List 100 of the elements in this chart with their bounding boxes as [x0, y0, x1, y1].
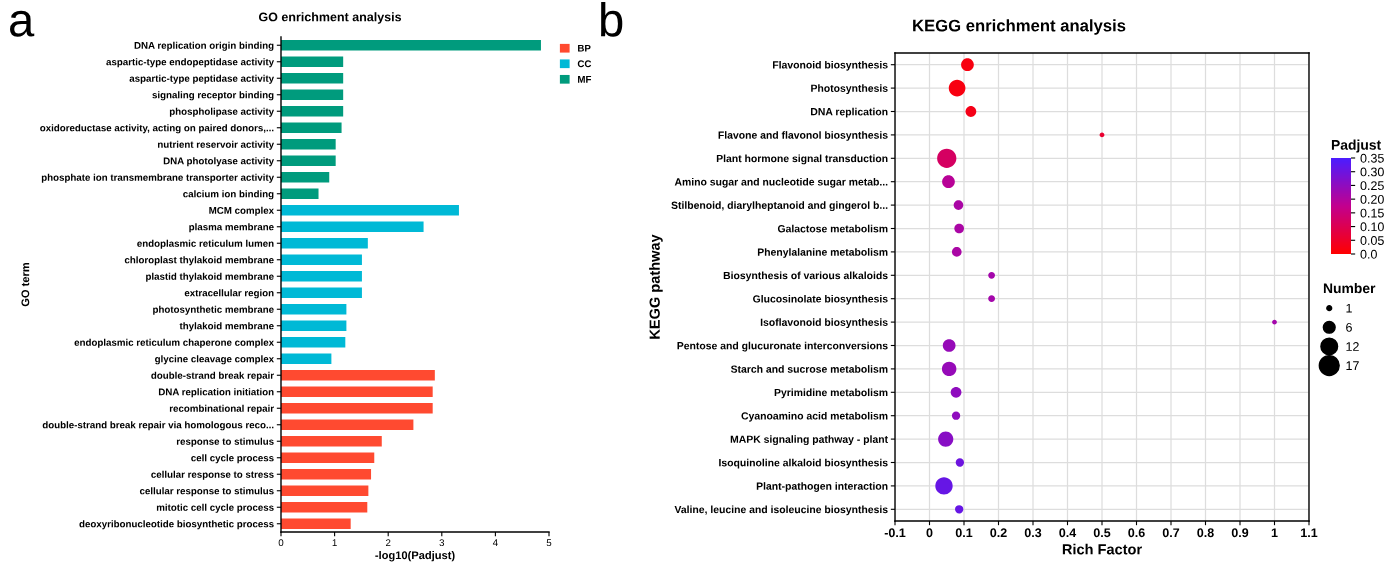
- x-tick-label: 4: [492, 539, 498, 546]
- bar: [281, 188, 319, 200]
- y-tick-label: glycine cleavage complex: [155, 355, 274, 365]
- color-bar-label: 0.20: [1360, 194, 1384, 204]
- y-tick-label: chloroplast thylakoid membrane: [124, 256, 274, 266]
- y-tick-label: plastid thylakoid membrane: [146, 272, 274, 282]
- bar: [281, 369, 435, 381]
- color-bar-label: 0.0: [1360, 249, 1377, 259]
- bar: [281, 353, 332, 365]
- bar: [281, 138, 336, 150]
- chart-title: KEGG enrichment analysis: [913, 19, 1126, 35]
- y-tick-label: DNA replication origin binding: [134, 41, 274, 51]
- y-tick-label: endoplasmic reticulum chaperone complex: [74, 338, 274, 348]
- x-tick-label: 0.7: [1162, 528, 1180, 538]
- color-bar-label: 0.10: [1360, 222, 1384, 232]
- y-tick-label: oxidoreductase activity, acting on paired donors,...: [40, 124, 274, 134]
- x-tick-label: 1: [332, 539, 337, 546]
- bar: [281, 501, 368, 513]
- bar: [281, 287, 362, 299]
- y-tick-label: DNA replication initiation: [158, 388, 274, 398]
- x-tick-label: 5: [546, 539, 552, 547]
- y-tick-label: deoxyribonucleotide biosynthetic process: [79, 520, 274, 530]
- color-bar-label: 0.25: [1360, 181, 1384, 191]
- y-tick-label: photosynthetic membrane: [153, 305, 274, 315]
- y-tick-label: calcium ion binding: [183, 190, 274, 200]
- x-tick-label: 1: [1271, 528, 1278, 537]
- bar: [281, 435, 382, 447]
- y-tick-label: mitotic cell cycle process: [156, 503, 274, 513]
- bar: [281, 204, 459, 216]
- legend-label: 12: [1346, 342, 1359, 351]
- legend-label: 17: [1346, 361, 1359, 370]
- y-tick-label: Isoquinoline alkaloid biosynthesis: [719, 458, 888, 469]
- legend-label: CC: [577, 60, 592, 68]
- bar: [281, 221, 424, 233]
- y-tick-label: signaling receptor binding: [152, 91, 274, 101]
- y-tick-label: Pentose and glucuronate interconversions: [677, 341, 888, 352]
- y-tick-label: Stilbenoid, diarylheptanoid and gingerol b...: [671, 201, 888, 212]
- y-tick-label: Biosynthesis of various alkaloids: [723, 271, 888, 282]
- bar: [281, 468, 372, 480]
- bar: [281, 39, 541, 51]
- y-tick-label: nutrient reservoir activity: [158, 140, 275, 150]
- x-tick-label: 3: [439, 539, 445, 547]
- x-tick-label: 0.5: [1093, 528, 1111, 538]
- x-tick-label: 1.1: [1301, 528, 1318, 537]
- y-tick-label: Glucosinolate biosynthesis: [753, 294, 888, 305]
- bar: [281, 105, 344, 117]
- x-tick-label: 0: [926, 528, 933, 538]
- bar: [281, 303, 347, 315]
- bar: [281, 485, 369, 497]
- bar: [281, 72, 344, 84]
- legend-label: 1: [1346, 303, 1352, 313]
- x-tick-label: 0.2: [990, 528, 1007, 538]
- y-tick-label: double-strand break repair via homologous reco...: [42, 421, 274, 431]
- y-tick-label: Plant hormone signal transduction: [716, 154, 888, 165]
- color-bar-label: 0.05: [1360, 236, 1384, 245]
- color-bar-title: Padjust: [1331, 139, 1381, 153]
- x-axis-title: Rich Factor: [1062, 543, 1142, 555]
- bar: [281, 320, 347, 332]
- legend-label: 6: [1346, 322, 1352, 332]
- y-tick-label: Pyrimidine metabolism: [774, 388, 888, 399]
- chart-title: GO enrichment analysis: [258, 12, 402, 24]
- y-tick-label: Phenylalanine metabolism: [757, 248, 888, 258]
- y-tick-label: cellular response to stimulus: [139, 487, 274, 497]
- bar: [281, 518, 351, 530]
- x-tick-label: -0.1: [884, 528, 906, 538]
- x-tick-label: 0.9: [1231, 528, 1249, 538]
- y-tick-label: DNA photolyase activity: [163, 157, 275, 167]
- y-tick-label: Isoflavonoid biosynthesis: [760, 318, 888, 329]
- y-tick-label: Flavonoid biosynthesis: [773, 60, 888, 71]
- y-tick-label: endoplasmic reticulum lumen: [137, 239, 274, 249]
- color-bar-label: 0.35: [1360, 153, 1384, 163]
- y-tick-label: Plant-pathogen interaction: [756, 482, 888, 492]
- y-tick-label: Galactose metabolism: [777, 224, 888, 233]
- color-bar-label: 0.15: [1360, 208, 1384, 218]
- bar: [281, 452, 375, 464]
- text: b: [601, 2, 623, 37]
- x-tick-label: 0.8: [1197, 528, 1214, 538]
- y-tick-label: double-strand break repair: [151, 371, 274, 381]
- bar: [281, 171, 330, 183]
- y-axis-title: KEGG pathway: [649, 234, 663, 339]
- y-tick-label: phosphate ion transmembrane transporter activity: [41, 173, 275, 183]
- color-bar-label: 0.30: [1360, 167, 1384, 177]
- y-tick-label: Cyanoamino acid metabolism: [741, 411, 888, 422]
- y-tick-label: plasma membrane: [189, 223, 274, 233]
- x-tick-label: 0.4: [1059, 528, 1077, 538]
- y-tick-label: Valine, leucine and isoleucine biosynthesis: [674, 505, 888, 516]
- x-tick-label: 0.3: [1024, 528, 1042, 538]
- y-tick-label: response to stimulus: [176, 437, 274, 447]
- y-tick-label: extracellular region: [184, 289, 274, 299]
- bar: [281, 237, 368, 249]
- x-axis-title: -log10(Padjust): [375, 551, 455, 562]
- y-tick-label: Starch and sucrose metabolism: [730, 365, 888, 373]
- x-tick-label: 0.1: [955, 528, 973, 538]
- bar: [281, 56, 344, 68]
- y-tick-label: MCM complex: [209, 206, 274, 216]
- y-tick-label: recombinational repair: [169, 404, 274, 414]
- x-tick-label: 0.6: [1128, 528, 1145, 538]
- bar: [281, 402, 433, 414]
- legend-label: MF: [578, 75, 592, 83]
- y-tick-label: cellular response to stress: [151, 470, 274, 480]
